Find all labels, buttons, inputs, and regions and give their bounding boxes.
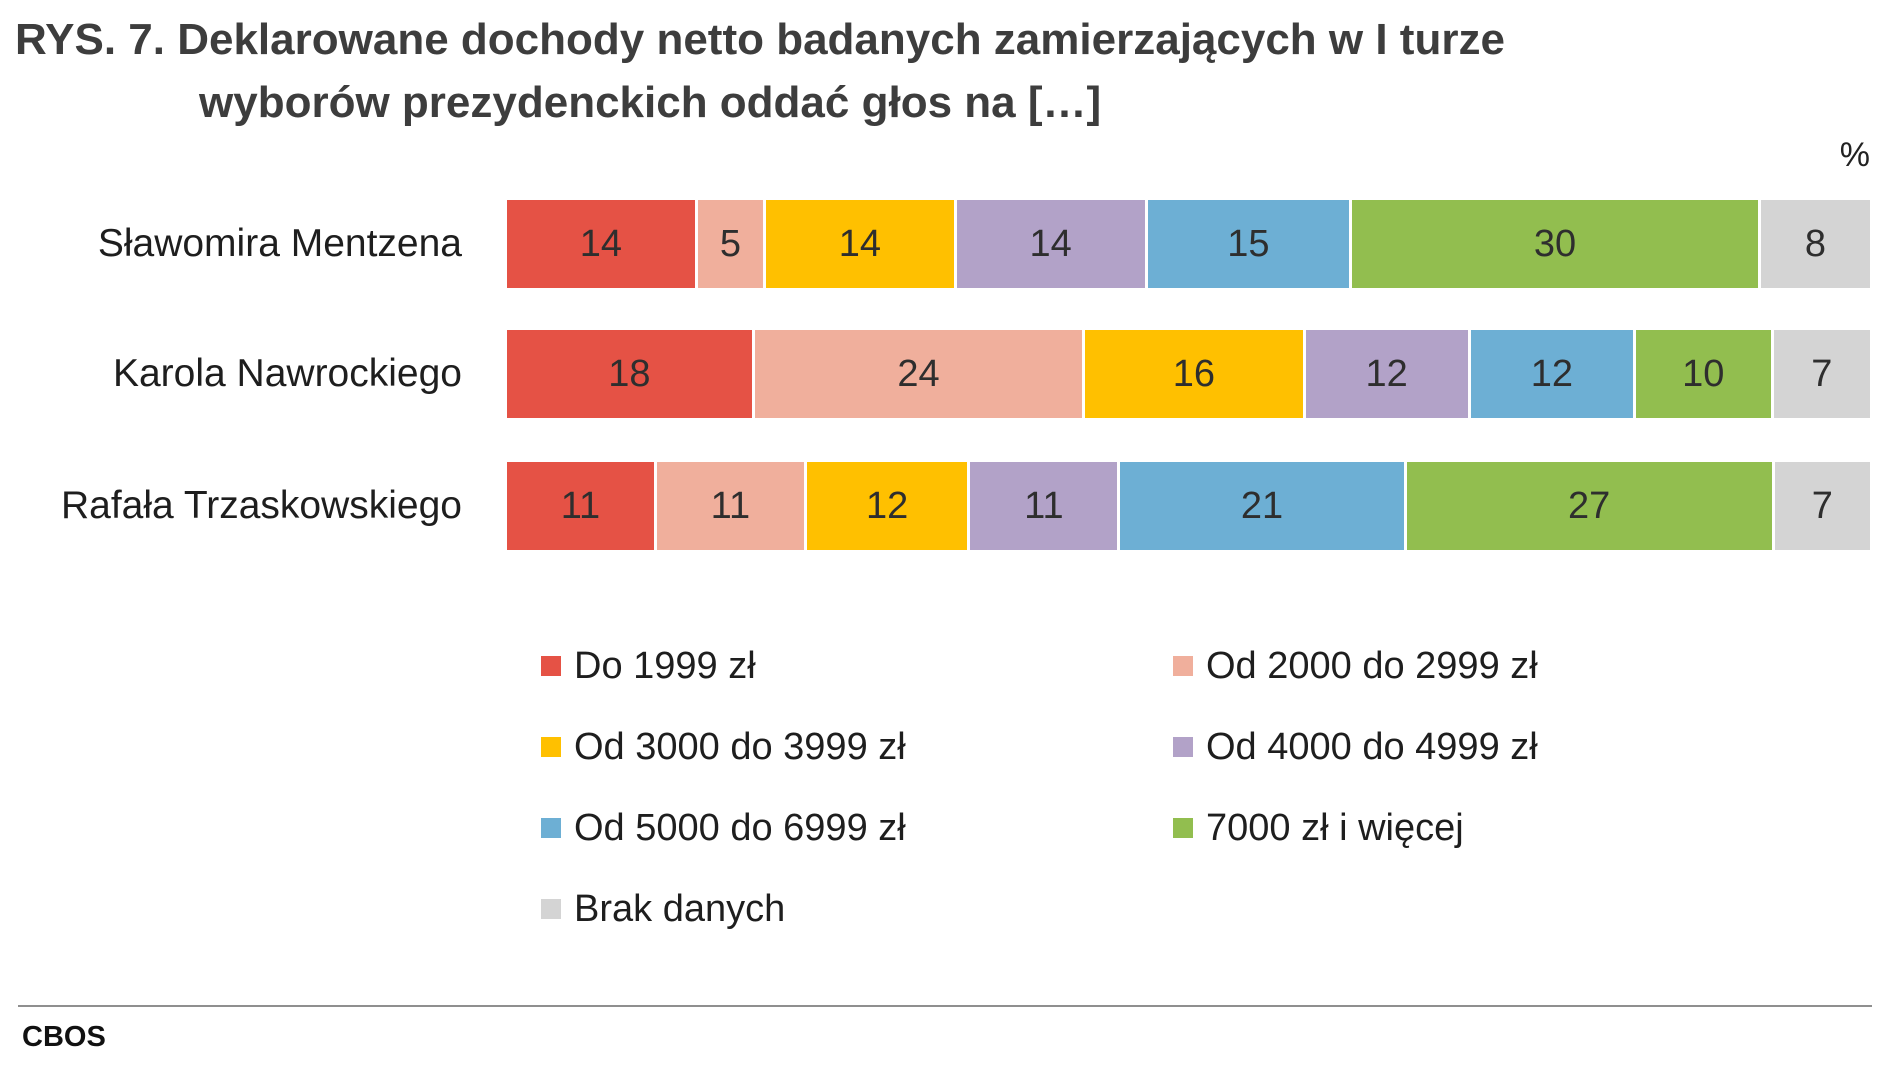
bar-segment: 7 bbox=[1774, 462, 1870, 550]
legend-swatch bbox=[1173, 737, 1193, 757]
legend-label: Od 4000 do 4999 zł bbox=[1206, 725, 1538, 768]
bar-segment: 21 bbox=[1120, 462, 1404, 550]
data-label: 30 bbox=[1533, 222, 1577, 265]
bar-segment: 16 bbox=[1085, 330, 1303, 418]
bar-segment: 12 bbox=[1470, 330, 1633, 418]
legend-label: Od 5000 do 6999 zł bbox=[574, 806, 906, 849]
category-label: Rafała Trzaskowskiego bbox=[60, 484, 462, 527]
data-label: 14 bbox=[579, 222, 623, 265]
bar-segment: 12 bbox=[806, 462, 968, 550]
bar-row: Sławomira Mentzena 14 5 14 14 15 30 8 bbox=[0, 200, 1891, 288]
legend-swatch bbox=[1173, 818, 1193, 838]
data-label: 14 bbox=[838, 222, 882, 265]
bar-segment: 12 bbox=[1305, 330, 1468, 418]
data-label: 12 bbox=[1365, 352, 1408, 395]
unit-label: % bbox=[1839, 136, 1870, 174]
stacked-bar: 11 11 12 11 21 27 7 bbox=[507, 462, 1870, 550]
data-label: 11 bbox=[710, 484, 751, 527]
legend-item: 7000 zł i więcej bbox=[1173, 803, 1464, 853]
data-label: 7 bbox=[1811, 484, 1833, 527]
bar-segment: 10 bbox=[1635, 330, 1771, 418]
bar-segment: 14 bbox=[765, 200, 954, 288]
bar-segment: 11 bbox=[970, 462, 1118, 550]
chart-title-line-2: wyborów prezydenckich oddać głos na […] bbox=[199, 78, 1102, 127]
stacked-bar: 14 5 14 14 15 30 8 bbox=[507, 200, 1870, 288]
bar-segment: 15 bbox=[1147, 200, 1350, 288]
legend-label: Od 3000 do 3999 zł bbox=[574, 725, 906, 768]
bar-row: Karola Nawrockiego 18 24 16 12 12 10 7 bbox=[0, 330, 1891, 418]
bar-segment: 24 bbox=[754, 330, 1083, 418]
data-label: 12 bbox=[865, 484, 909, 527]
data-label: 27 bbox=[1567, 484, 1611, 527]
legend-label: Do 1999 zł bbox=[574, 644, 756, 687]
data-label: 8 bbox=[1804, 222, 1827, 265]
bar-segment: 11 bbox=[507, 462, 654, 550]
chart-title-line-1: RYS. 7. Deklarowane dochody netto badany… bbox=[15, 15, 1505, 64]
category-label: Sławomira Mentzena bbox=[97, 222, 462, 265]
chart-title: RYS. 7. Deklarowane dochody netto badany… bbox=[15, 8, 1505, 134]
data-label: 18 bbox=[608, 352, 651, 395]
data-label: 12 bbox=[1530, 352, 1573, 395]
category-label: Karola Nawrockiego bbox=[112, 352, 462, 395]
data-label: 21 bbox=[1240, 484, 1284, 527]
legend-item: Od 4000 do 4999 zł bbox=[1173, 722, 1538, 772]
stacked-bar: 18 24 16 12 12 10 7 bbox=[507, 330, 1870, 418]
data-label: 15 bbox=[1227, 222, 1270, 265]
data-label: 14 bbox=[1029, 222, 1072, 265]
bar-segment: 27 bbox=[1406, 462, 1772, 550]
data-label: 10 bbox=[1682, 352, 1725, 395]
bar-segment: 8 bbox=[1760, 200, 1870, 288]
bar-segment: 14 bbox=[507, 200, 695, 288]
source-label: CBOS bbox=[22, 1021, 106, 1053]
legend-item: Do 1999 zł bbox=[541, 641, 756, 691]
bar-segment: 5 bbox=[697, 200, 763, 288]
bar-segment: 18 bbox=[507, 330, 752, 418]
bar-row: Rafała Trzaskowskiego 11 11 12 11 21 27 7 bbox=[0, 462, 1891, 550]
data-label: 11 bbox=[560, 484, 601, 527]
legend-label: 7000 zł i więcej bbox=[1206, 806, 1464, 849]
data-label: 11 bbox=[1024, 484, 1064, 527]
legend-item: Brak danych bbox=[541, 884, 785, 934]
bar-segment: 7 bbox=[1773, 330, 1870, 418]
data-label: 7 bbox=[1811, 352, 1833, 395]
bar-segment: 11 bbox=[656, 462, 804, 550]
legend-label: Brak danych bbox=[574, 887, 786, 930]
footer-divider bbox=[18, 1005, 1872, 1007]
bar-segment: 14 bbox=[956, 200, 1145, 288]
data-label: 5 bbox=[719, 222, 741, 265]
legend-swatch bbox=[1173, 656, 1193, 676]
data-label: 16 bbox=[1172, 352, 1216, 395]
data-label: 24 bbox=[897, 352, 940, 395]
bar-segment: 30 bbox=[1352, 200, 1758, 288]
legend-swatch bbox=[541, 899, 561, 919]
legend-label: Od 2000 do 2999 zł bbox=[1206, 644, 1538, 687]
legend-swatch bbox=[541, 737, 561, 757]
legend-swatch bbox=[541, 656, 561, 676]
legend-item: Od 3000 do 3999 zł bbox=[541, 722, 906, 772]
legend-swatch bbox=[541, 818, 561, 838]
legend-item: Od 5000 do 6999 zł bbox=[541, 803, 906, 853]
legend-item: Od 2000 do 2999 zł bbox=[1173, 641, 1538, 691]
